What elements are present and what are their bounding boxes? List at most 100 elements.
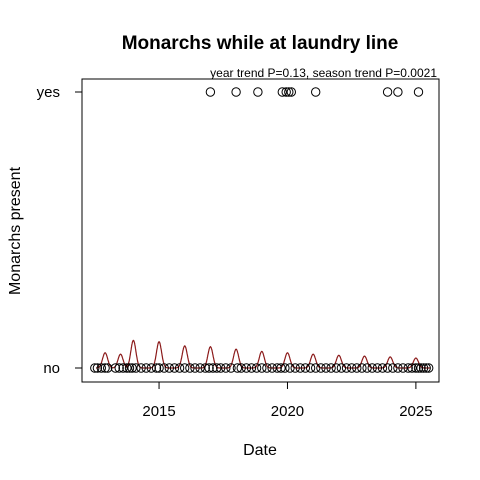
- data-point-no: [151, 363, 162, 373]
- data-point-no: [246, 363, 257, 373]
- data-point-yes: [253, 87, 263, 97]
- data-point-yes: [382, 87, 393, 97]
- x-axis: 2015 2020 2025: [142, 381, 433, 420]
- data-point-no: [169, 363, 180, 373]
- data-point-no: [393, 363, 403, 373]
- data-point-no: [347, 363, 357, 373]
- data-point-no: [96, 363, 107, 373]
- data-point-no: [103, 363, 113, 373]
- data-point-no: [200, 363, 211, 373]
- trend-line-group: [96, 339, 430, 369]
- x-tick-label: 2025: [399, 403, 432, 420]
- data-point-no: [204, 363, 214, 373]
- season-trend-line: [96, 339, 430, 369]
- data-point-no: [257, 363, 267, 373]
- data-point-no: [180, 363, 190, 373]
- data-point-no: [331, 363, 341, 373]
- chart-subtitle: year trend P=0.13, season trend P=0.0021: [210, 66, 437, 80]
- data-point-no: [174, 363, 185, 373]
- data-point-no: [154, 363, 164, 373]
- data-point-no: [336, 363, 347, 373]
- data-point-no: [195, 363, 205, 373]
- x-tick-label: 2020: [271, 403, 304, 420]
- data-point-no: [146, 363, 157, 373]
- data-point-no: [413, 363, 424, 373]
- data-point-no: [382, 363, 393, 373]
- data-point-yes: [311, 87, 321, 97]
- data-point-no: [276, 363, 286, 373]
- data-point-no: [357, 363, 367, 373]
- y-axis: no yes: [37, 84, 83, 377]
- data-point-no: [377, 363, 388, 373]
- data-point-no: [226, 363, 236, 373]
- y-axis-label: Monarchs present: [7, 166, 24, 295]
- data-point-no: [159, 363, 169, 373]
- data-point-no: [285, 363, 295, 373]
- data-point-no: [131, 363, 141, 373]
- data-point-no: [295, 363, 305, 373]
- data-point-no: [124, 363, 135, 373]
- data-point-yes: [231, 87, 241, 97]
- data-point-no: [316, 363, 326, 373]
- data-point-yes: [413, 87, 424, 97]
- chart-title: Monarchs while at laundry line: [122, 33, 399, 54]
- data-point-no: [114, 363, 124, 373]
- data-point-no: [311, 363, 321, 373]
- y-tick-label: no: [43, 360, 60, 377]
- data-point-no: [208, 363, 218, 373]
- data-point-no: [305, 363, 316, 373]
- data-point-no: [118, 363, 128, 373]
- data-point-no: [90, 363, 100, 373]
- data-point-no: [241, 363, 252, 373]
- data-point-no: [185, 363, 195, 373]
- data-point-no: [416, 363, 426, 373]
- data-point-no: [251, 363, 262, 373]
- data-point-no: [372, 363, 383, 373]
- data-point-no: [232, 363, 243, 373]
- data-point-no: [407, 363, 417, 373]
- data-point-no: [216, 363, 226, 373]
- data-point-yes: [286, 87, 296, 97]
- data-point-no: [221, 363, 231, 373]
- data-point-no: [418, 363, 429, 373]
- data-point-no: [262, 363, 272, 373]
- data-point-no: [190, 363, 200, 373]
- data-point-no: [272, 363, 282, 373]
- data-point-no: [398, 363, 408, 373]
- data-point-no: [92, 363, 103, 373]
- data-point-no: [388, 363, 398, 373]
- data-point-no: [280, 363, 290, 373]
- data-point-no: [424, 363, 434, 373]
- data-point-yes: [281, 87, 291, 97]
- data-point-yes: [205, 87, 216, 97]
- x-tick-label: 2015: [142, 403, 175, 420]
- data-point-no: [403, 363, 413, 373]
- data-point-no: [164, 363, 175, 373]
- data-point-no: [411, 363, 421, 373]
- data-point-no: [362, 363, 372, 373]
- data-point-no: [300, 363, 311, 373]
- data-point-no: [341, 363, 352, 373]
- plot-frame: [81, 78, 440, 383]
- points-group: [90, 87, 434, 373]
- data-point-no: [421, 363, 431, 373]
- data-point-no: [236, 363, 246, 373]
- x-axis-label: Date: [243, 442, 277, 459]
- data-point-no: [141, 363, 151, 373]
- data-point-no: [267, 363, 277, 373]
- y-tick-label: yes: [37, 84, 60, 101]
- data-point-no: [290, 363, 300, 373]
- data-point-no: [110, 363, 121, 373]
- data-point-no: [326, 363, 336, 373]
- data-point-no: [136, 363, 146, 373]
- data-point-no: [212, 363, 222, 373]
- data-point-no: [321, 363, 331, 373]
- data-point-no: [367, 363, 377, 373]
- data-point-no: [352, 363, 362, 373]
- data-point-no: [100, 363, 110, 373]
- data-point-yes: [284, 87, 294, 97]
- data-point-yes: [277, 87, 287, 97]
- data-point-no: [122, 363, 132, 373]
- data-point-yes: [393, 87, 403, 97]
